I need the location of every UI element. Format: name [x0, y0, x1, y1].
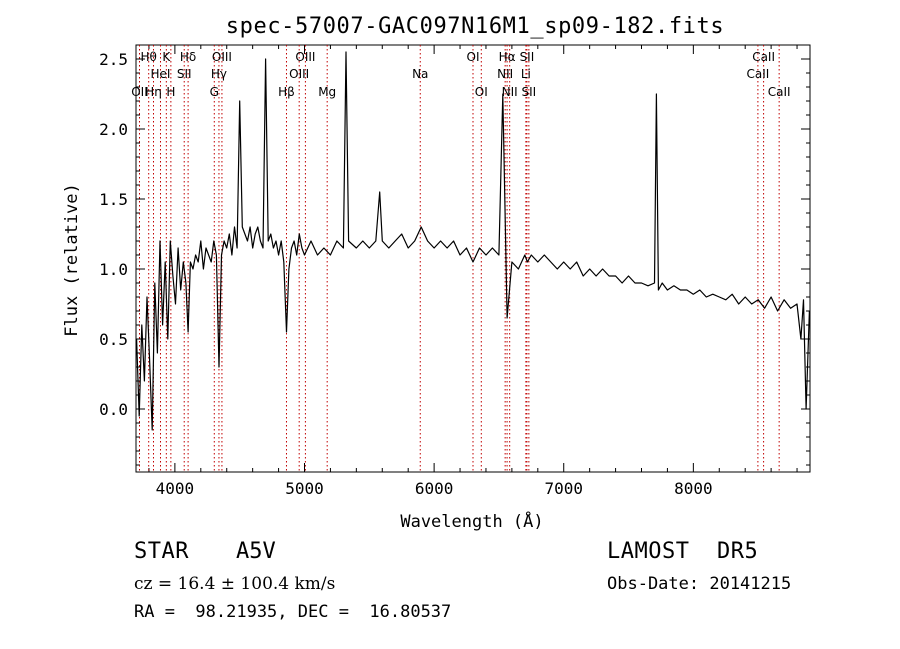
line-marker-label: OIII [212, 50, 232, 64]
x-tick-label: 7000 [544, 479, 583, 498]
line-marker-label: Na [412, 67, 428, 81]
line-marker-label: H [166, 85, 175, 99]
spectrum-line [136, 51, 810, 431]
line-marker-label: HeI [151, 67, 171, 81]
y-tick-label: 0.5 [99, 330, 128, 349]
line-marker-label: Hα [499, 50, 516, 64]
coordinates-readout: RA = 98.21935, DEC = 16.80537 [134, 602, 452, 622]
x-tick-label: 6000 [415, 479, 454, 498]
survey-label: LAMOST DR5 [607, 539, 759, 564]
y-tick-label: 2.0 [99, 120, 128, 139]
line-marker-label: Hβ [278, 85, 295, 99]
x-tick-label: 4000 [156, 479, 195, 498]
x-tick-label: 5000 [285, 479, 324, 498]
line-marker-label: NII [497, 67, 513, 81]
line-marker-label: OI [475, 85, 488, 99]
x-tick-label: 8000 [674, 479, 713, 498]
line-marker-label: SII [522, 85, 537, 99]
line-marker-label: Li [521, 67, 531, 81]
chart-title: spec-57007-GAC097N16M1_sp09-182.fits [226, 14, 724, 39]
line-marker-label: OI [467, 50, 480, 64]
y-tick-label: 1.5 [99, 190, 128, 209]
line-marker-label: K [162, 50, 171, 64]
line-marker-label: SII [520, 50, 535, 64]
line-marker-label: SII [177, 67, 192, 81]
line-marker-label: NII [502, 85, 518, 99]
x-tick-labels: 4000 5000 6000 7000 8000 [156, 479, 713, 498]
y-tick-label: 1.0 [99, 260, 128, 279]
y-axis-label: Flux (relative) [62, 183, 82, 337]
line-marker-labels: OIIHθHηHeIKHSIIHδGHγOIIIHβOIIIOIIIMgNaOI… [131, 50, 790, 99]
line-marker-label: OIII [289, 67, 309, 81]
line-marker-label: G [210, 85, 219, 99]
line-marker-label: CaII [752, 50, 775, 64]
line-marker-label: CaII [746, 67, 769, 81]
y-tick-labels: 0.0 0.5 1.0 1.5 2.0 2.5 [99, 50, 128, 419]
line-marker-label: Mg [318, 85, 336, 99]
line-marker-label: Hη [145, 85, 162, 99]
line-markers [138, 45, 780, 472]
line-marker-label: CaII [768, 85, 791, 99]
spectrum-series [136, 51, 810, 431]
line-marker-label: OII [131, 85, 148, 99]
redshift-readout: cz = 16.4 ± 100.4 km/s [134, 574, 336, 594]
object-class: A5V [236, 539, 276, 564]
object-type: STAR [134, 539, 189, 564]
y-tick-label: 0.0 [99, 400, 128, 419]
line-marker-label: Hθ [141, 50, 157, 64]
x-axis-label: Wavelength (Å) [400, 510, 543, 532]
y-tick-label: 2.5 [99, 50, 128, 69]
line-marker-label: Hδ [180, 50, 196, 64]
line-marker-label: Hγ [211, 67, 227, 81]
line-marker-label: OIII [295, 50, 315, 64]
obs-date-readout: Obs-Date: 20141215 [607, 574, 792, 594]
